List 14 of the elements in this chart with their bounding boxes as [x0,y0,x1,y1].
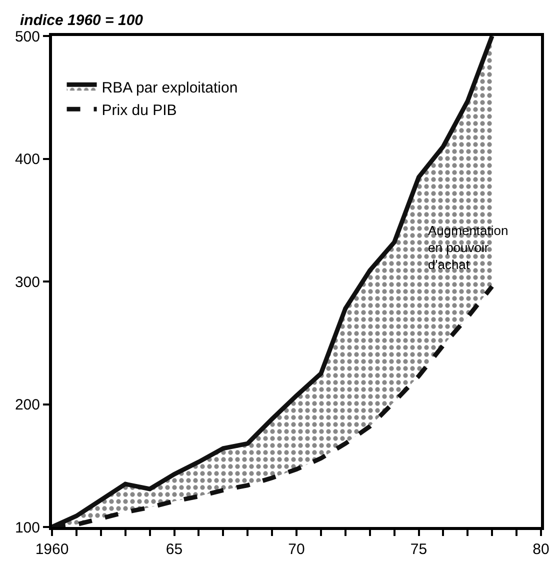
x-tick-label: 70 [288,541,305,558]
y-axis-title: indice 1960 = 100 [20,12,144,29]
x-tick-label: 80 [532,541,550,558]
y-tick-label: 300 [14,274,40,291]
x-tick-label: 65 [166,541,183,558]
legend-label: RBA par exploitation [102,79,238,96]
y-tick-label: 500 [14,28,40,46]
y-tick-label: 400 [14,151,40,168]
x-tick-label: 75 [410,541,428,558]
annotation: Augmentation en pouvoir d'achat [428,223,508,272]
y-tick-label: 100 [14,519,40,536]
x-tick-label: 1960 [35,541,69,558]
legend-label: Prix du PIB [102,102,177,119]
y-tick-label: 200 [14,396,40,414]
